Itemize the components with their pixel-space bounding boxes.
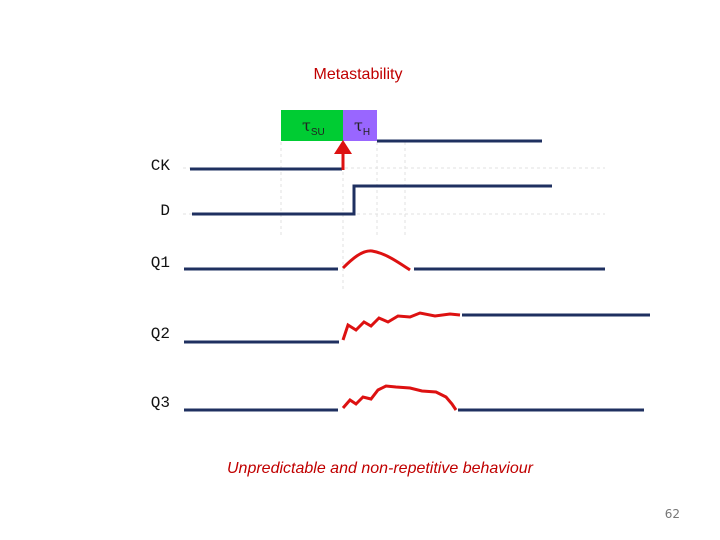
setup-time-label: τSU: [302, 116, 325, 139]
signal-label-q2: Q2: [150, 325, 170, 343]
signal-label-q3: Q3: [150, 394, 170, 412]
q2-waveform: [184, 311, 650, 344]
q3-waveform: [184, 384, 644, 412]
signal-label-q1: Q1: [150, 254, 170, 272]
signal-label-ck: CK: [150, 157, 170, 175]
d-waveform: [192, 184, 552, 216]
caption: Unpredictable and non-repetitive behavio…: [227, 460, 533, 477]
clock-edge-arrow: [334, 140, 352, 170]
slide-title: Metastability: [313, 66, 403, 83]
signal-label-d: D: [160, 202, 170, 220]
q1-waveform: [184, 249, 605, 272]
setup-time-box: [281, 110, 343, 141]
hold-time-box: [343, 110, 377, 141]
page-number: 62: [664, 507, 680, 521]
hold-time-label: τH: [354, 116, 371, 139]
